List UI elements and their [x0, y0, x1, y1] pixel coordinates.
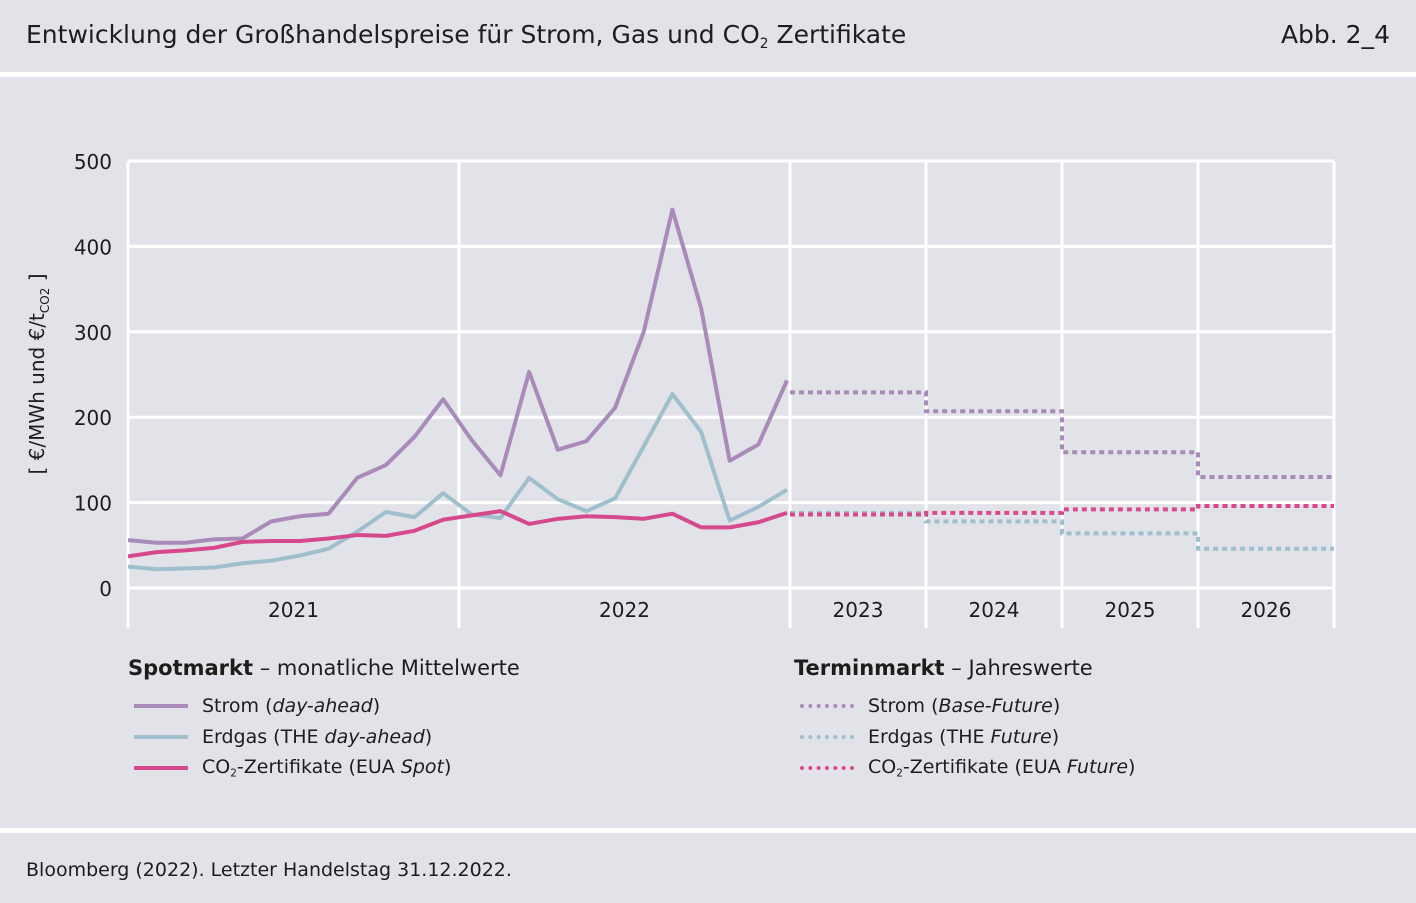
y-tick-label: 200 [74, 406, 112, 430]
future-series [790, 390, 1334, 479]
legend-label: Strom (Base-Future) [868, 694, 1061, 717]
legend-swatch [800, 734, 854, 739]
x-period-label: 2024 [969, 598, 1020, 622]
series-line-dotted [790, 504, 1334, 517]
spot-series [127, 509, 788, 559]
legend-label: Strom (day-ahead) [202, 694, 381, 717]
figure-title: Entwicklung der Großhandelspreise für St… [26, 20, 907, 52]
legend-spot-title: Spotmarkt – monatliche Mittelwerte [128, 656, 520, 680]
y-axis-label: [ €/MWh und €/tCO2 ] [25, 273, 52, 474]
legend-terminmarkt: Terminmarkt – Jahreswerte Strom (Base-Fu… [794, 656, 1135, 783]
legend-item: Strom (Base-Future) [794, 690, 1135, 721]
series-line-dotted [790, 390, 1334, 479]
legend-item: CO2-Zertifikate (EUA Future) [794, 752, 1135, 783]
legend-item: Strom (day-ahead) [128, 690, 520, 721]
legend-item: CO2-Zertifikate (EUA Spot) [128, 752, 520, 783]
legend-swatch [800, 765, 854, 770]
future-series [790, 504, 1334, 517]
legend-item: Erdgas (THE day-ahead) [128, 721, 520, 752]
series-line [127, 207, 789, 545]
legend-item: Erdgas (THE Future) [794, 721, 1135, 752]
legend-spotmarkt: Spotmarkt – monatliche Mittelwerte Strom… [128, 656, 520, 783]
x-period-label: 2021 [268, 598, 319, 622]
legend-swatch [800, 703, 854, 708]
price-chart: 0 100 200 300 400 500 2021 2022 2023 2024 2025 2026… [25, 150, 1336, 628]
bottom-divider [0, 828, 1416, 833]
source-note: Bloomberg (2022). Letzter Handelstag 31.… [26, 859, 512, 881]
y-tick-label: 400 [74, 235, 112, 259]
legend-label: CO2-Zertifikate (EUA Future) [868, 755, 1136, 780]
legend-label: CO2-Zertifikate (EUA Spot) [202, 755, 452, 780]
header: Entwicklung der Großhandelspreise für St… [0, 0, 1416, 72]
legend-swatch [134, 703, 188, 708]
x-period-label: 2025 [1105, 598, 1156, 622]
legend-label: Erdgas (THE Future) [868, 725, 1060, 748]
legend-label: Erdgas (THE day-ahead) [202, 725, 433, 748]
y-tick-label: 300 [74, 321, 112, 345]
spot-series [127, 392, 789, 572]
legend-swatch [134, 765, 188, 770]
x-period-label: 2022 [599, 598, 650, 622]
y-tick-label: 100 [74, 492, 112, 516]
series-line [127, 392, 789, 572]
y-tick-label: 0 [99, 577, 112, 601]
top-divider [0, 72, 1416, 77]
legend-swatch [134, 734, 188, 739]
figure-number: Abb. 2_4 [1280, 20, 1390, 49]
x-period-label: 2026 [1241, 598, 1292, 622]
series-line [127, 509, 788, 559]
legend-future-title: Terminmarkt – Jahreswerte [794, 656, 1093, 680]
x-period-label: 2023 [833, 598, 884, 622]
y-tick-label: 500 [74, 150, 112, 174]
spot-series [127, 207, 789, 545]
